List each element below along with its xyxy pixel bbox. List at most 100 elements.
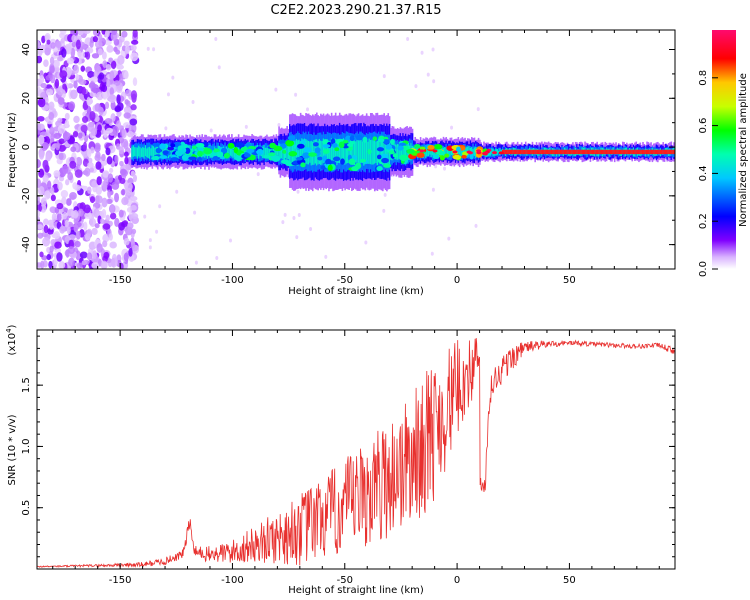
- spectrogram-frame: [36, 29, 676, 270]
- band-ridge: [617, 149, 619, 155]
- noise-speckle: [105, 127, 114, 134]
- noise-speckle: [37, 55, 43, 64]
- snr-exponent-power: 4: [5, 328, 13, 333]
- faint-speck: [432, 79, 436, 84]
- band-blob: [227, 142, 235, 149]
- noise-speckle: [75, 39, 81, 50]
- band-ridge: [612, 149, 614, 155]
- noise-speckle: [42, 159, 49, 170]
- band-ridge: [590, 149, 592, 155]
- faint-speck: [209, 128, 213, 133]
- band-ridge: [581, 149, 583, 155]
- band-ridge: [645, 149, 647, 155]
- spectrogram-x-ticks: -150 -100 -50 0 50: [52, 30, 660, 286]
- band-blob: [202, 142, 209, 148]
- faint-speck: [143, 214, 147, 219]
- band-ridge: [598, 149, 600, 155]
- noise-speckle: [61, 48, 67, 58]
- band-ridge: [570, 149, 572, 155]
- band-ridge: [627, 149, 630, 155]
- noise-speckle: [56, 212, 62, 222]
- band-ridge: [544, 149, 546, 155]
- noise-speckle: [75, 230, 81, 240]
- band-strip: [333, 138, 336, 166]
- noise-speckle: [75, 156, 83, 167]
- band-blob: [220, 147, 228, 154]
- noise-speckle: [87, 71, 95, 79]
- noise-speckle: [43, 59, 49, 68]
- noise-speckle: [53, 132, 62, 140]
- band-strip: [143, 147, 146, 159]
- noise-speckle: [53, 66, 60, 73]
- band-blob: [385, 144, 393, 150]
- faint-speck: [164, 126, 168, 131]
- noise-speckle: [106, 198, 113, 204]
- noise-speckle: [40, 260, 45, 269]
- faint-speck: [274, 87, 278, 92]
- band-ridge: [537, 149, 540, 155]
- noise-speckle: [75, 73, 80, 81]
- band-ridge: [635, 149, 637, 155]
- band-ridge: [561, 149, 563, 155]
- band-strip: [347, 138, 349, 164]
- band-blob: [271, 155, 281, 162]
- band-ridge: [652, 149, 654, 155]
- faint-speck: [447, 236, 451, 241]
- band-blob: [246, 148, 255, 154]
- colorbar-tick-label: 0.4: [698, 165, 709, 181]
- noise-speckle: [64, 119, 70, 128]
- band-blob: [159, 155, 168, 159]
- y-tick-label: -40: [21, 236, 32, 252]
- noise-speckle: [131, 123, 137, 134]
- noise-speckle: [46, 180, 52, 190]
- band-blob: [280, 159, 290, 165]
- band-ridge: [532, 149, 534, 155]
- band-strip: [263, 145, 266, 157]
- band-ridge: [622, 149, 624, 155]
- faint-speck: [420, 50, 424, 55]
- band-ridge: [511, 149, 513, 155]
- noise-speckle: [37, 135, 45, 145]
- band-blob: [381, 157, 389, 164]
- band-strip: [134, 147, 136, 157]
- noise-speckle: [130, 44, 137, 51]
- noise-speckle: [74, 240, 81, 248]
- spectrogram-y-label: Frequency (Hz): [7, 112, 18, 188]
- band-strip: [496, 149, 499, 155]
- band-blob: [354, 162, 362, 170]
- noise-speckle: [83, 221, 88, 231]
- noise-speckle: [45, 192, 51, 199]
- band-ridge: [661, 149, 663, 155]
- noise-speckle: [37, 232, 44, 239]
- band-ridge: [609, 149, 612, 155]
- band-ridge: [555, 149, 558, 155]
- band-strip: [329, 140, 332, 164]
- band-strip: [212, 147, 214, 157]
- band-ridge: [519, 149, 522, 155]
- band-blob: [285, 139, 295, 147]
- noise-speckle: [101, 153, 106, 162]
- band-blob: [444, 153, 450, 158]
- x-tick-label: -150: [109, 275, 132, 286]
- faint-speck: [443, 166, 447, 171]
- band-strip: [148, 146, 151, 159]
- noise-speckle: [80, 124, 88, 133]
- noise-speckle: [57, 181, 63, 191]
- faint-speck: [194, 260, 198, 265]
- band-strip: [361, 141, 364, 164]
- noise-speckle: [108, 233, 113, 241]
- faint-speck: [256, 172, 260, 177]
- noise-speckle: [107, 173, 114, 183]
- band-blob: [334, 147, 340, 152]
- band-ridge: [607, 149, 609, 155]
- noise-speckle: [50, 42, 56, 49]
- noise-speckle: [65, 198, 72, 206]
- band-peak: [452, 150, 458, 154]
- noise-speckle: [59, 32, 65, 39]
- band-strip: [426, 146, 429, 156]
- noise-speckle: [102, 223, 111, 230]
- noise-speckle: [111, 30, 118, 36]
- band-strip: [340, 141, 342, 163]
- noise-speckle: [106, 45, 114, 53]
